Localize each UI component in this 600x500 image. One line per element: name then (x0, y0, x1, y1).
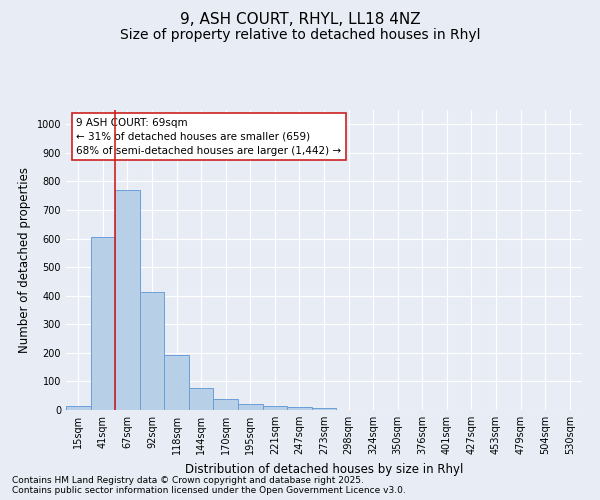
Bar (263, 406, 287, 410)
Bar (189, 388, 214, 410)
X-axis label: Distribution of detached houses by size in Rhyl: Distribution of detached houses by size … (185, 462, 463, 475)
Y-axis label: Number of detached properties: Number of detached properties (18, 167, 31, 353)
Bar (214, 400, 238, 410)
Text: Contains public sector information licensed under the Open Government Licence v3: Contains public sector information licen… (12, 486, 406, 495)
Bar (164, 355, 189, 410)
Text: Contains HM Land Registry data © Crown copyright and database right 2025.: Contains HM Land Registry data © Crown c… (12, 476, 364, 485)
Text: 9 ASH COURT: 69sqm
← 31% of detached houses are smaller (659)
68% of semi-detach: 9 ASH COURT: 69sqm ← 31% of detached hou… (76, 118, 341, 156)
Bar (140, 292, 164, 410)
Bar (91, 236, 115, 410)
Bar (115, 190, 140, 410)
Bar (312, 408, 336, 410)
Bar (287, 407, 312, 410)
Text: Size of property relative to detached houses in Rhyl: Size of property relative to detached ho… (120, 28, 480, 42)
Bar (66, 406, 91, 410)
Text: 9, ASH COURT, RHYL, LL18 4NZ: 9, ASH COURT, RHYL, LL18 4NZ (179, 12, 421, 28)
Bar (238, 404, 263, 410)
